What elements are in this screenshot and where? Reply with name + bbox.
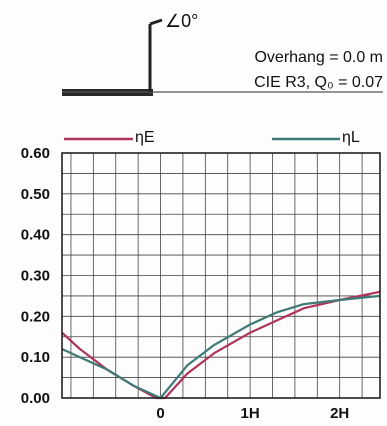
y-tick-label: 0.10: [21, 349, 50, 366]
series-line-eta-e: [61, 290, 381, 400]
y-tick-label: 0.40: [21, 227, 50, 244]
legend-label-eta-l: ηL: [342, 129, 360, 146]
y-tick-label: 0.60: [21, 145, 50, 162]
grid: [62, 153, 380, 398]
plot-frame: [61, 152, 381, 399]
legend: ηE ηL: [64, 129, 360, 146]
x-tick-label: 0: [156, 405, 164, 422]
x-tick-label: 2H: [330, 405, 349, 422]
y-tick-label: 0.30: [21, 268, 50, 285]
x-axis-ticks: 0 1H 2H: [156, 405, 349, 422]
luminaire-arm: [149, 18, 163, 26]
tilt-angle-label: ∠0°: [165, 11, 198, 31]
cie-text: CIE R3, Q₀ = 0.07: [254, 74, 383, 91]
y-tick-label: 0.50: [21, 186, 50, 203]
legend-label-eta-e: ηE: [135, 129, 155, 146]
y-tick-label: 0.20: [21, 308, 50, 325]
y-tick-label: 0.00: [21, 390, 50, 407]
series-layer: [61, 290, 381, 400]
x-tick-label: 1H: [241, 405, 260, 422]
y-axis-ticks: 0.00 0.10 0.20 0.30 0.40 0.50 0.60: [21, 145, 50, 407]
overhang-text: Overhang = 0.0 m: [254, 49, 383, 66]
series-line-eta-l: [61, 294, 381, 400]
inset-schematic: ∠0° Overhang = 0.0 m CIE R3, Q₀ = 0.07: [62, 11, 383, 96]
